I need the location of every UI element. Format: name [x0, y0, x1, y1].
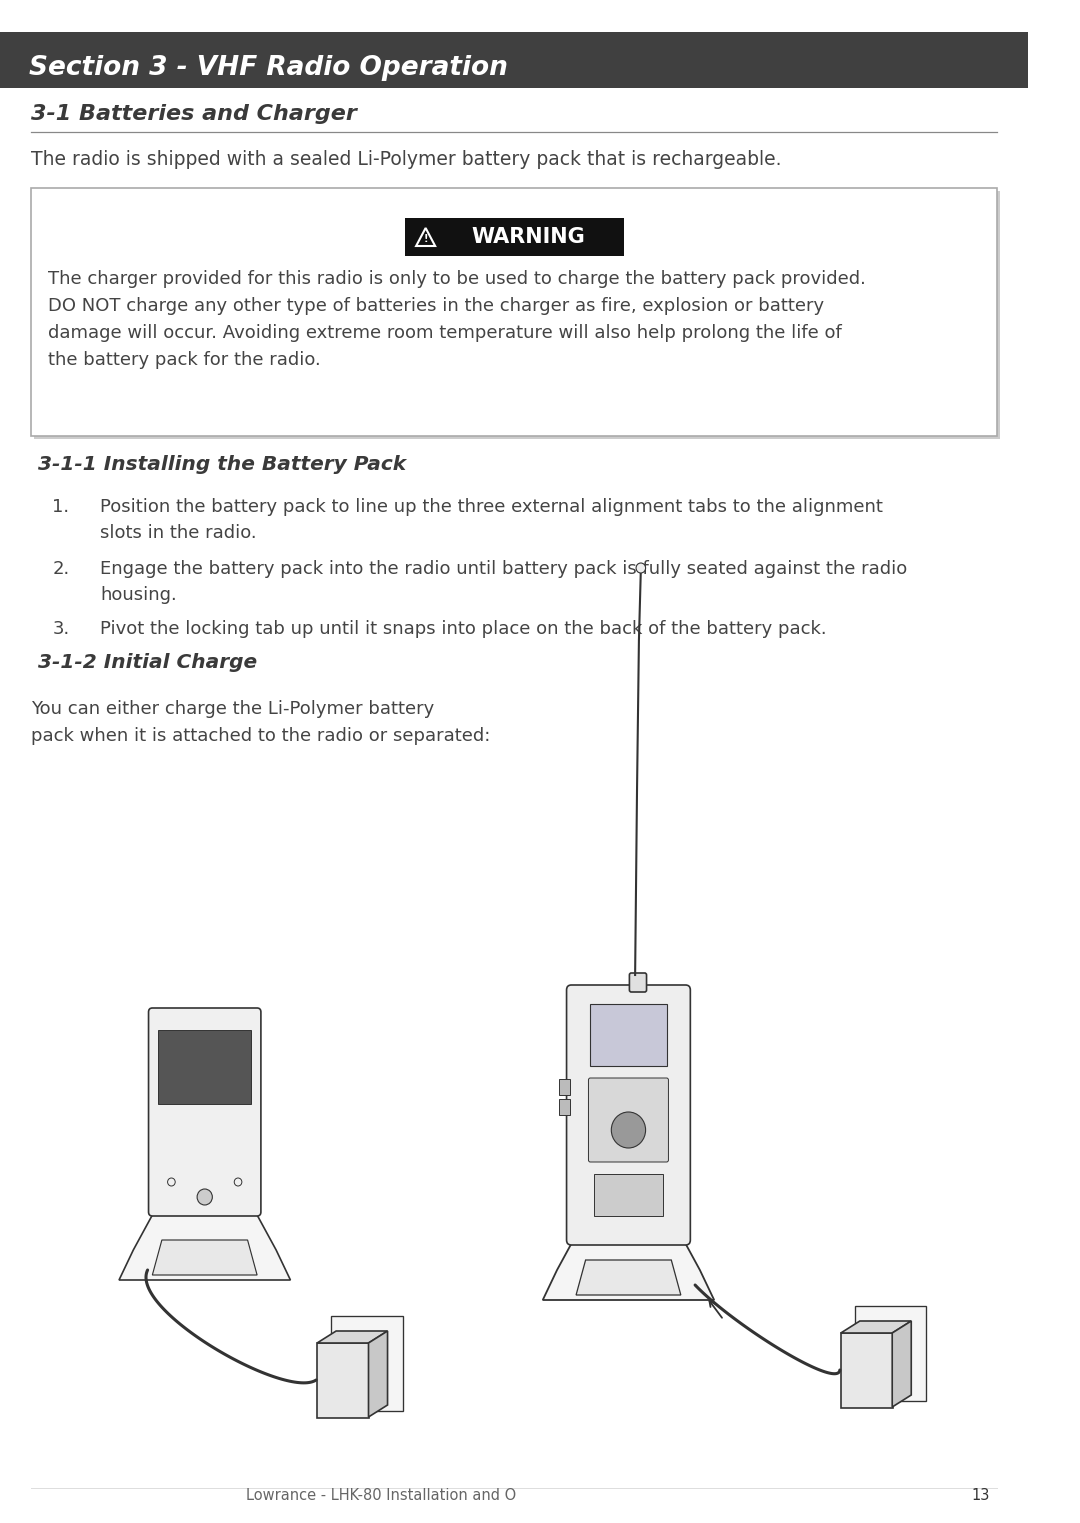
- FancyBboxPatch shape: [589, 1078, 669, 1162]
- Text: Position the battery pack to line up the three external alignment tabs to the al: Position the battery pack to line up the…: [100, 498, 882, 542]
- FancyBboxPatch shape: [158, 1030, 252, 1104]
- Text: The charger provided for this radio is only to be used to charge the battery pac: The charger provided for this radio is o…: [48, 270, 865, 369]
- Polygon shape: [318, 1331, 388, 1343]
- FancyBboxPatch shape: [332, 1316, 403, 1410]
- Text: 3-1-2 Initial Charge: 3-1-2 Initial Charge: [38, 653, 257, 672]
- Text: 1.: 1.: [52, 498, 69, 516]
- Polygon shape: [152, 1240, 257, 1275]
- Circle shape: [198, 1189, 213, 1205]
- FancyBboxPatch shape: [567, 985, 690, 1244]
- Circle shape: [611, 1112, 646, 1148]
- FancyBboxPatch shape: [855, 1307, 927, 1401]
- FancyBboxPatch shape: [35, 190, 1000, 439]
- FancyBboxPatch shape: [0, 32, 1028, 88]
- Circle shape: [636, 564, 646, 573]
- Text: Lowrance - LHK-80 Installation and O: Lowrance - LHK-80 Installation and O: [246, 1488, 516, 1503]
- FancyBboxPatch shape: [841, 1333, 893, 1407]
- Text: 3-1-1 Installing the Battery Pack: 3-1-1 Installing the Battery Pack: [38, 455, 406, 474]
- Text: Engage the battery pack into the radio until battery pack is fully seated agains: Engage the battery pack into the radio u…: [100, 560, 907, 603]
- Text: 13: 13: [972, 1488, 990, 1503]
- Text: The radio is shipped with a sealed Li-Polymer battery pack that is rechargeable.: The radio is shipped with a sealed Li-Po…: [31, 149, 782, 169]
- FancyBboxPatch shape: [405, 218, 623, 256]
- FancyBboxPatch shape: [594, 1174, 663, 1215]
- FancyBboxPatch shape: [591, 1004, 666, 1066]
- Text: 2.: 2.: [52, 560, 69, 579]
- Polygon shape: [119, 1215, 291, 1279]
- Polygon shape: [892, 1320, 912, 1407]
- Text: Section 3 - VHF Radio Operation: Section 3 - VHF Radio Operation: [28, 55, 508, 81]
- Text: WARNING: WARNING: [472, 227, 585, 247]
- FancyBboxPatch shape: [630, 973, 647, 991]
- Text: 3.: 3.: [52, 620, 69, 638]
- Polygon shape: [841, 1320, 912, 1333]
- Text: You can either charge the Li-Polymer battery
pack when it is attached to the rad: You can either charge the Li-Polymer bat…: [31, 701, 490, 745]
- Polygon shape: [543, 1235, 714, 1301]
- FancyBboxPatch shape: [149, 1008, 261, 1215]
- Text: Pivot the locking tab up until it snaps into place on the back of the battery pa: Pivot the locking tab up until it snaps …: [100, 620, 826, 638]
- FancyBboxPatch shape: [318, 1343, 369, 1418]
- Text: !: !: [423, 235, 428, 244]
- Polygon shape: [576, 1260, 680, 1295]
- FancyBboxPatch shape: [31, 187, 997, 436]
- Polygon shape: [368, 1331, 388, 1416]
- FancyBboxPatch shape: [559, 1078, 570, 1095]
- Text: 3-1 Batteries and Charger: 3-1 Batteries and Charger: [31, 104, 357, 123]
- FancyBboxPatch shape: [559, 1100, 570, 1115]
